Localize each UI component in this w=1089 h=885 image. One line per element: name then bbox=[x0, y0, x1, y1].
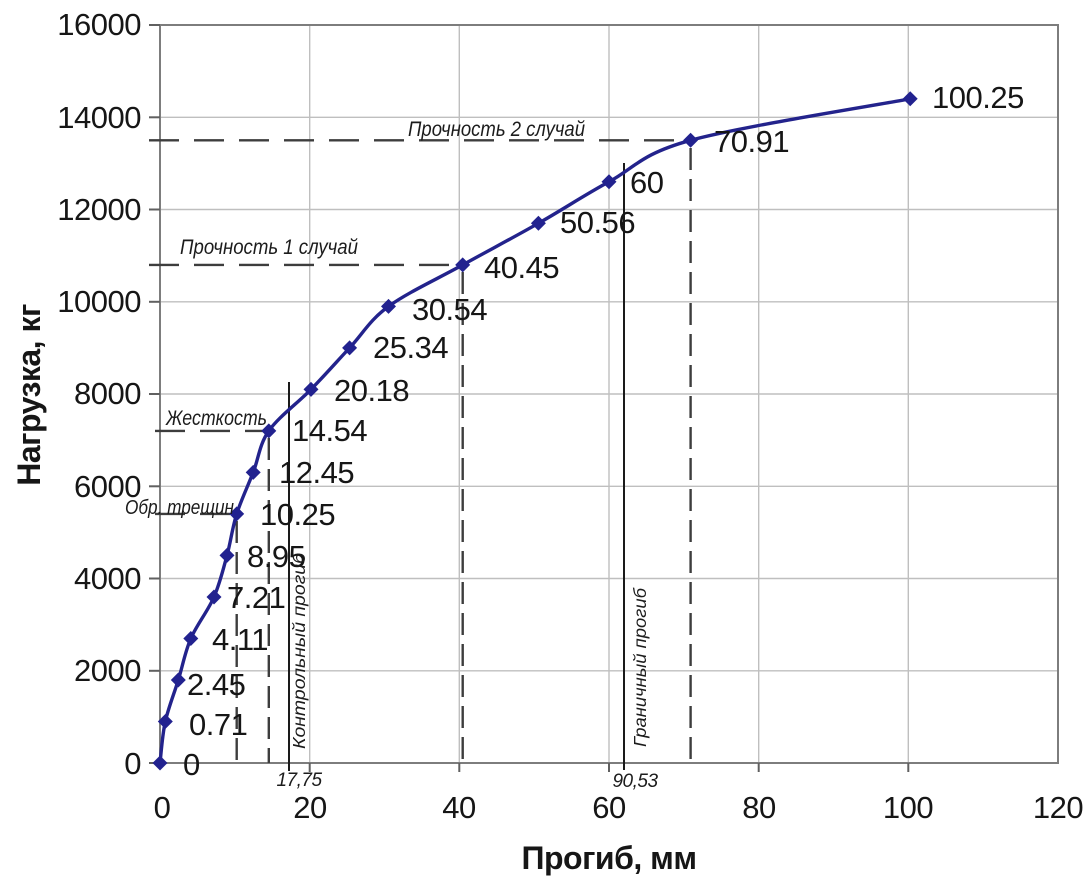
svg-text:17,75: 17,75 bbox=[276, 770, 322, 791]
svg-text:4.11: 4.11 bbox=[212, 622, 268, 657]
svg-text:10.25: 10.25 bbox=[260, 497, 335, 532]
svg-text:50.56: 50.56 bbox=[560, 205, 635, 240]
svg-text:14000: 14000 bbox=[57, 100, 141, 135]
svg-text:100.25: 100.25 bbox=[932, 80, 1024, 115]
svg-text:12.45: 12.45 bbox=[279, 455, 354, 490]
svg-text:Жесткость: Жесткость bbox=[165, 407, 267, 430]
svg-text:2000: 2000 bbox=[74, 653, 141, 688]
svg-text:70.91: 70.91 bbox=[714, 124, 789, 159]
svg-text:12000: 12000 bbox=[57, 192, 141, 227]
svg-text:30.54: 30.54 bbox=[412, 292, 487, 327]
svg-text:10000: 10000 bbox=[57, 284, 141, 319]
svg-text:8.95: 8.95 bbox=[247, 539, 305, 574]
svg-text:Обр. трещин: Обр. трещин bbox=[125, 497, 234, 519]
svg-text:Прогиб, мм: Прогиб, мм bbox=[522, 840, 697, 876]
svg-text:40: 40 bbox=[442, 790, 476, 825]
svg-text:2.45: 2.45 bbox=[187, 667, 245, 702]
svg-text:Граничный прогиб: Граничный прогиб bbox=[630, 587, 650, 747]
svg-text:80: 80 bbox=[742, 790, 776, 825]
svg-text:Контрольный прогиб: Контрольный прогиб bbox=[289, 552, 309, 749]
svg-text:90,53: 90,53 bbox=[612, 771, 658, 792]
svg-text:7.21: 7.21 bbox=[227, 580, 285, 615]
svg-text:20: 20 bbox=[293, 790, 327, 825]
svg-text:60: 60 bbox=[592, 790, 626, 825]
svg-text:Прочность 1 случай: Прочность 1 случай bbox=[180, 236, 358, 259]
svg-text:0: 0 bbox=[124, 746, 141, 781]
svg-text:40.45: 40.45 bbox=[484, 250, 559, 285]
svg-text:6000: 6000 bbox=[74, 469, 141, 504]
svg-text:0.71: 0.71 bbox=[189, 707, 247, 742]
svg-text:100: 100 bbox=[883, 790, 933, 825]
svg-text:16000: 16000 bbox=[57, 7, 141, 42]
svg-text:Прочность 2 случай: Прочность 2 случай bbox=[408, 118, 585, 141]
svg-text:120: 120 bbox=[1033, 790, 1083, 825]
svg-text:Нагрузка, кг: Нагрузка, кг bbox=[11, 304, 47, 486]
svg-text:25.34: 25.34 bbox=[373, 330, 448, 365]
svg-text:4000: 4000 bbox=[74, 561, 141, 596]
svg-text:20.18: 20.18 bbox=[334, 373, 409, 408]
svg-text:8000: 8000 bbox=[74, 376, 141, 411]
svg-text:0: 0 bbox=[154, 790, 171, 825]
svg-text:0: 0 bbox=[183, 747, 200, 782]
svg-text:60: 60 bbox=[630, 165, 664, 200]
svg-text:14.54: 14.54 bbox=[292, 413, 367, 448]
